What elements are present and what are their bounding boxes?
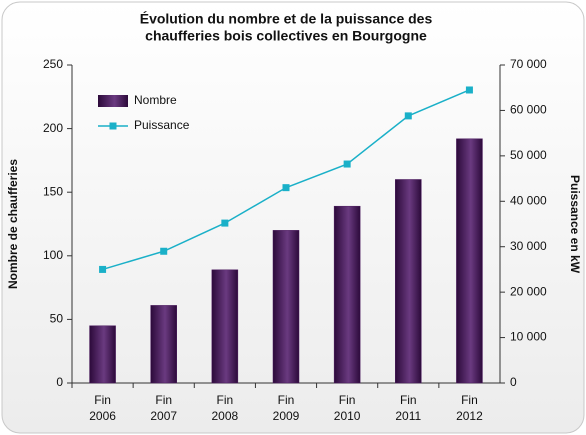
x-tick-label: Fin <box>94 393 111 407</box>
y2-tick-label: 10 000 <box>510 330 547 344</box>
y-tick-label: 200 <box>43 121 63 135</box>
bar <box>211 269 239 384</box>
x-tick-label: 2010 <box>334 409 361 423</box>
x-tick-label: 2007 <box>150 409 177 423</box>
x-tick-label: Fin <box>155 393 172 407</box>
x-tick-label: 2009 <box>273 409 300 423</box>
line-marker <box>465 86 473 94</box>
x-tick-label: 2006 <box>89 409 116 423</box>
x-tick-label: Fin <box>400 393 417 407</box>
y2-tick-label: 50 000 <box>510 148 547 162</box>
legend-swatch <box>109 122 117 130</box>
y-tick-label: 50 <box>50 312 64 326</box>
bar <box>333 205 361 384</box>
y2-tick-label: 60 000 <box>510 103 547 117</box>
line-marker <box>282 184 290 192</box>
line-marker <box>99 265 107 273</box>
y2-tick-label: 0 <box>510 375 517 389</box>
y2-tick-label: 40 000 <box>510 193 547 207</box>
legend-label: Nombre <box>134 93 177 107</box>
bar <box>150 305 177 384</box>
legend-swatch <box>98 95 128 107</box>
legend-label: Puissance <box>134 118 190 132</box>
y2-tick-label: 20 000 <box>510 284 547 298</box>
bar <box>89 325 116 384</box>
x-tick-label: Fin <box>339 393 356 407</box>
chart-title: Évolution du nombre et de la puissance d… <box>140 11 433 27</box>
y-tick-label: 250 <box>43 57 63 71</box>
y-tick-label: 100 <box>43 248 63 262</box>
bar <box>395 179 422 384</box>
line-marker <box>221 219 229 227</box>
y2-axis-label: Puissance en kW <box>568 175 582 274</box>
x-tick-label: Fin <box>217 393 234 407</box>
chart-title: chaufferies bois collectives en Bourgogn… <box>145 28 427 44</box>
x-tick-label: 2011 <box>395 409 421 423</box>
y2-tick-label: 30 000 <box>510 239 547 253</box>
y-tick-label: 150 <box>43 184 63 198</box>
line-marker <box>160 247 168 255</box>
x-tick-label: 2008 <box>212 409 239 423</box>
x-tick-label: 2012 <box>456 409 483 423</box>
y-axis-label: Nombre de chaufferies <box>6 159 20 289</box>
line-marker <box>343 160 351 168</box>
y2-tick-label: 70 000 <box>510 57 547 71</box>
line-marker <box>404 112 412 120</box>
x-tick-label: Fin <box>461 393 478 407</box>
y-tick-label: 0 <box>56 375 63 389</box>
bar <box>272 230 300 384</box>
bar <box>456 138 483 384</box>
x-tick-label: Fin <box>278 393 295 407</box>
